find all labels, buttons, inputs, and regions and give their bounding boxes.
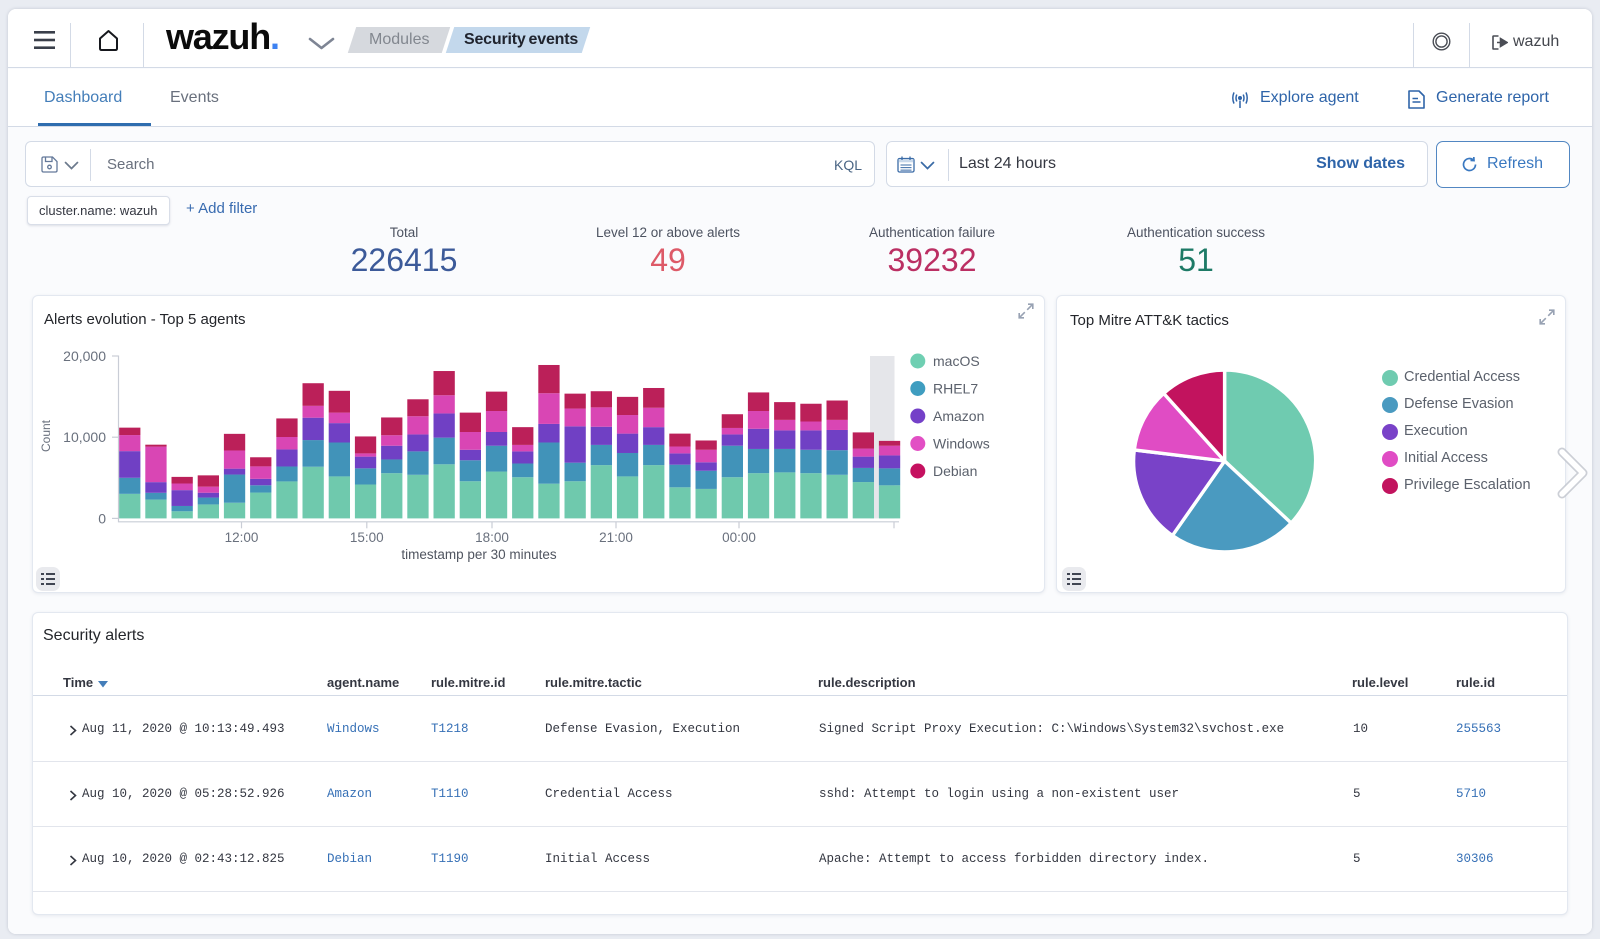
svg-text:12:00: 12:00 [225,530,259,545]
svg-text:RHEL7: RHEL7 [933,381,978,397]
svg-text:18:00: 18:00 [475,530,509,545]
svg-text:00:00: 00:00 [722,530,756,545]
svg-text:Amazon: Amazon [933,408,984,424]
svg-text:0: 0 [98,510,106,526]
svg-text:Debian: Debian [933,463,977,479]
svg-text:15:00: 15:00 [350,530,384,545]
svg-text:Windows: Windows [933,436,990,452]
svg-text:macOS: macOS [933,353,980,369]
svg-text:10,000: 10,000 [63,429,106,445]
svg-text:21:00: 21:00 [599,530,633,545]
svg-text:20,000: 20,000 [63,348,106,364]
svg-text:Count: Count [39,419,53,452]
svg-text:timestamp per 30 minutes: timestamp per 30 minutes [401,547,557,562]
